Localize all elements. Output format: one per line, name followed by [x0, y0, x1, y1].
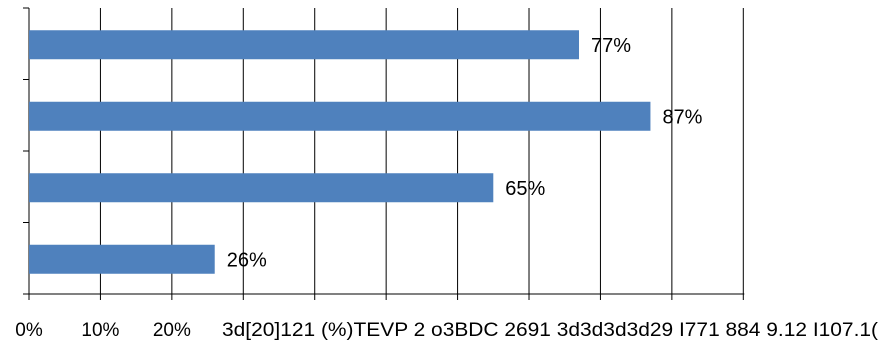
x-tick-label: 20%	[153, 320, 191, 341]
x-axis-garbled-text: 3d[20]121 (%)TEVP 2 o3BDC 2691 3d3d3d3d2…	[222, 320, 879, 341]
data-label: 65%	[505, 178, 545, 200]
data-label: 87%	[662, 106, 702, 128]
x-tick-label: 0%	[15, 320, 43, 341]
bar	[29, 101, 651, 131]
data-label: 26%	[227, 249, 267, 271]
data-labels: 26% 65% 87% 77%	[227, 35, 703, 272]
x-tick-label: 10%	[81, 320, 119, 341]
bar	[29, 244, 215, 274]
bar	[29, 30, 580, 60]
bars	[29, 30, 651, 274]
data-label: 77%	[591, 35, 631, 57]
bar	[29, 173, 494, 203]
x-tick-labels: 0% 10% 20%	[15, 320, 191, 341]
